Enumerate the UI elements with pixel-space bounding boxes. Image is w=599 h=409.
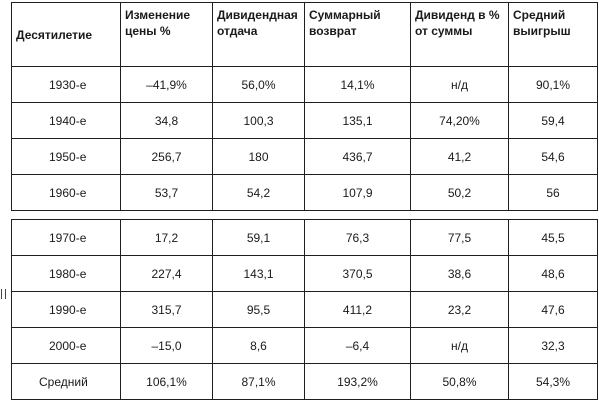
cell-price-change: 106,1%: [120, 363, 213, 400]
cell-price-change: –41,9%: [120, 66, 213, 103]
header-total-return-line1: Суммарный: [309, 8, 381, 22]
cell-avg-gain: 54,6: [508, 138, 598, 175]
cell-avg-gain: 59,4: [508, 102, 598, 139]
summary-row: Средний 106,1% 87,1% 193,2% 50,8% 54,3%: [11, 363, 598, 400]
cell-decade: 1980-е: [11, 255, 121, 292]
table-row: 2000-е –15,0 8,6 –6,4 н/д 32,3: [11, 327, 598, 364]
gap-cell: [212, 210, 305, 220]
cell-total-return: 436,7: [304, 138, 411, 175]
cell-avg-gain: 45,5: [508, 219, 598, 256]
cell-dividend-share: 50,8%: [410, 363, 509, 400]
cell-dividend-yield: 54,2: [212, 174, 305, 211]
cell-avg-gain: 56: [508, 174, 598, 211]
header-row: Десятилетие Изменение цены % Дивидендная…: [11, 2, 598, 67]
gap-cell: [11, 210, 121, 220]
cell-decade: 1950-е: [11, 138, 121, 175]
cell-dividend-share: 38,6: [410, 255, 509, 292]
cell-dividend-yield: 143,1: [212, 255, 305, 292]
header-dividend-share-line1: Дивиденд в %: [415, 8, 500, 22]
table-row: 1990-е 315,7 95,5 411,2 23,2 47,6: [11, 291, 598, 328]
cell-dividend-share: 77,5: [410, 219, 509, 256]
gap-cell: [304, 210, 411, 220]
cell-decade: 1990-е: [11, 291, 121, 328]
header-dividend-yield: Дивидендная отдача: [212, 2, 305, 67]
cell-decade: 2000-е: [11, 327, 121, 364]
cell-total-return: 76,3: [304, 219, 411, 256]
cell-price-change: 17,2: [120, 219, 213, 256]
cell-total-return: 193,2%: [304, 363, 411, 400]
header-avg-gain: Средний выигрыш: [508, 2, 598, 67]
gap-cell: [508, 210, 598, 220]
header-decade-label: Десятилетие: [16, 27, 93, 42]
cell-dividend-share: 74,20%: [410, 102, 509, 139]
cell-total-return: 135,1: [304, 102, 411, 139]
cell-dividend-share: н/д: [410, 327, 509, 364]
cell-avg-gain: 47,6: [508, 291, 598, 328]
gap-cell: [410, 210, 509, 220]
table-row: 1960-е 53,7 54,2 107,9 50,2 56: [11, 174, 598, 211]
header-total-return: Суммарный возврат: [304, 2, 411, 67]
decade-returns-table-container: Десятилетие Изменение цены % Дивидендная…: [11, 2, 598, 407]
cell-dividend-yield: 87,1%: [212, 363, 305, 400]
header-total-return-line2: возврат: [309, 24, 357, 38]
cell-price-change: –15,0: [120, 327, 213, 364]
cell-dividend-yield: 180: [212, 138, 305, 175]
table-row: 1950-е 256,7 180 436,7 41,2 54,6: [11, 138, 598, 175]
header-dividend-yield-line1: Дивидендная: [217, 8, 298, 22]
cell-total-return: 107,9: [304, 174, 411, 211]
header-decade: Десятилетие: [11, 2, 121, 67]
cell-dividend-yield: 95,5: [212, 291, 305, 328]
cell-decade: 1930-е: [11, 66, 121, 103]
cell-dividend-share: 41,2: [410, 138, 509, 175]
cell-price-change: 256,7: [120, 138, 213, 175]
gap-cell: [120, 210, 213, 220]
header-dividend-share: Дивиденд в % от суммы: [410, 2, 509, 67]
cell-avg-gain: 54,3%: [508, 363, 598, 400]
header-avg-gain-line1: Средний: [513, 8, 566, 22]
cell-dividend-share: 23,2: [410, 291, 509, 328]
cell-price-change: 315,7: [120, 291, 213, 328]
cell-total-return: 370,5: [304, 255, 411, 292]
decade-returns-table: Десятилетие Изменение цены % Дивидендная…: [11, 2, 598, 400]
cell-total-return: 14,1%: [304, 66, 411, 103]
cell-decade: Средний: [11, 363, 121, 400]
table-row: 1930-е –41,9% 56,0% 14,1% н/д 90,1%: [11, 66, 598, 103]
table-row: 1940-е 34,8 100,3 135,1 74,20% 59,4: [11, 102, 598, 139]
cell-price-change: 34,8: [120, 102, 213, 139]
cell-dividend-yield: 100,3: [212, 102, 305, 139]
cell-decade: 1960-е: [11, 174, 121, 211]
cell-avg-gain: 32,3: [508, 327, 598, 364]
header-price-change-line2: цены %: [125, 24, 171, 38]
cell-avg-gain: 48,6: [508, 255, 598, 292]
cell-dividend-share: 50,2: [410, 174, 509, 211]
cell-decade: 1940-е: [11, 102, 121, 139]
cell-dividend-yield: 8,6: [212, 327, 305, 364]
header-avg-gain-line2: выигрыш: [513, 24, 571, 38]
cell-dividend-share: н/д: [410, 66, 509, 103]
cell-decade: 1970-е: [11, 219, 121, 256]
header-price-change-line1: Изменение: [125, 8, 191, 22]
cell-price-change: 53,7: [120, 174, 213, 211]
table-row: 1980-е 227,4 143,1 370,5 38,6 48,6: [11, 255, 598, 292]
cell-avg-gain: 90,1%: [508, 66, 598, 103]
cell-dividend-yield: 56,0%: [212, 66, 305, 103]
header-price-change: Изменение цены %: [120, 2, 213, 67]
table-row: 1970-е 17,2 59,1 76,3 77,5 45,5: [11, 219, 598, 256]
cell-total-return: 411,2: [304, 291, 411, 328]
page-break-gap: [11, 210, 598, 220]
header-dividend-yield-line2: отдача: [217, 24, 258, 38]
cell-price-change: 227,4: [120, 255, 213, 292]
margin-marker: [1, 289, 6, 299]
cell-total-return: –6,4: [304, 327, 411, 364]
header-dividend-share-line2: от суммы: [415, 24, 473, 38]
cell-dividend-yield: 59,1: [212, 219, 305, 256]
